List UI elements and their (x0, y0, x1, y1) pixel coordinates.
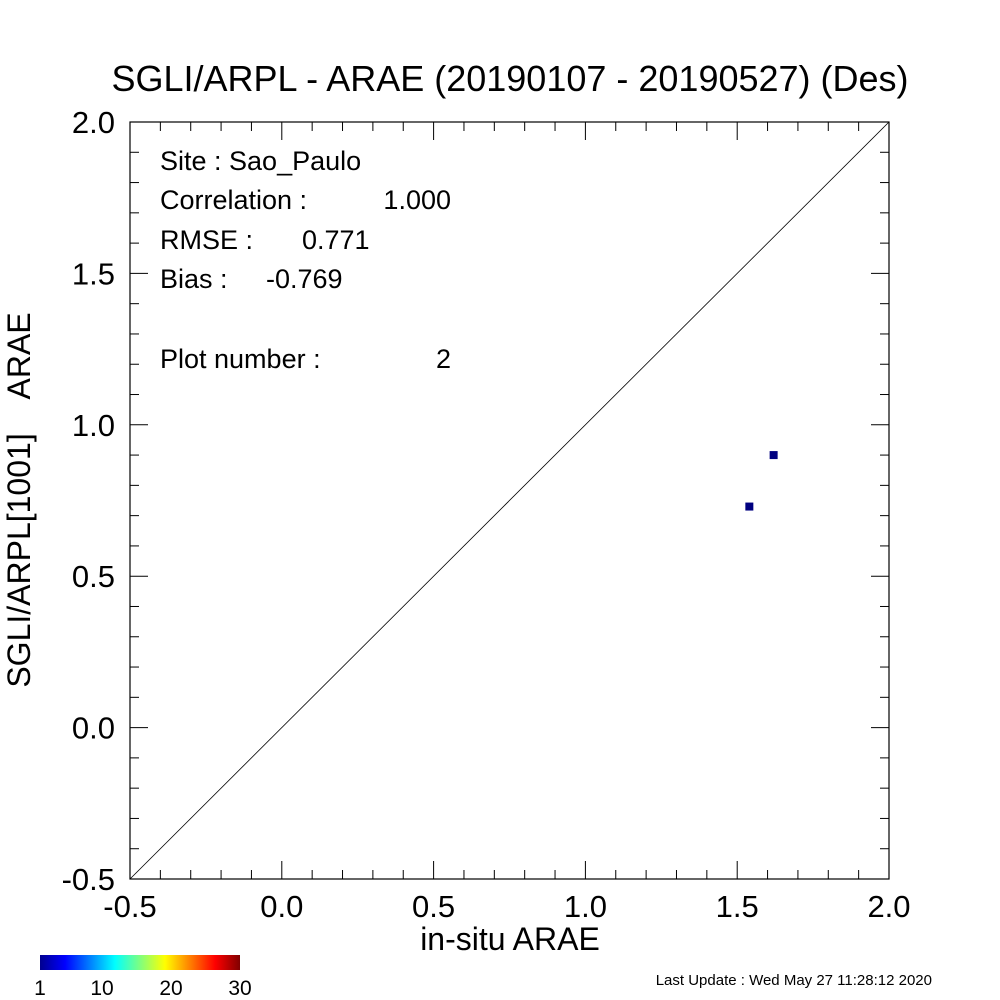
stat-bias-value: -0.769 (266, 264, 343, 294)
chart-title: SGLI/ARPL - ARAE (20190107 - 20190527) (… (111, 58, 908, 99)
x-tick-label: 1.0 (564, 889, 607, 924)
one-to-one-line (129, 121, 890, 880)
plot-area (129, 121, 890, 880)
x-axis-label: in-situ ARAE (420, 921, 600, 957)
y-tick-label: 2.0 (72, 105, 115, 140)
colorbar-tick-label: 30 (228, 977, 251, 1000)
last-update-text: Last Update : Wed May 27 11:28:12 2020 (656, 972, 932, 989)
y-tick-label: 1.0 (72, 408, 115, 443)
stat-rmse-label: RMSE : (160, 225, 253, 255)
y-axis-ticks (130, 121, 889, 880)
x-tick-label: 0.0 (260, 889, 303, 924)
y-tick-label: 0.5 (72, 559, 115, 594)
y-tick-label: 0.0 (72, 711, 115, 746)
stat-correlation-label: Correlation : (160, 185, 307, 215)
colorbar-tick-label: 20 (159, 977, 182, 1000)
stat-correlation-value: 1.000 (383, 185, 451, 215)
stat-plot-number-value: 2 (436, 344, 451, 374)
stats-annotation: Site : Sao_Paulo Correlation : 1.000 RMS… (160, 146, 451, 374)
y-tick-label: 1.5 (72, 256, 115, 291)
y-axis-tick-labels: -0.5 0.0 0.5 1.0 1.5 2.0 (62, 105, 115, 897)
x-axis-ticks (129, 122, 890, 879)
colorbar-gradient (40, 955, 240, 970)
colorbar: 1 10 20 30 (34, 955, 252, 1000)
x-tick-label: 1.5 (716, 889, 759, 924)
data-point (769, 451, 778, 460)
colorbar-tick-label: 10 (90, 977, 113, 1000)
y-axis-label: SGLI/ARPL[1001] ARAE (1, 312, 37, 687)
stat-bias-label: Bias : (160, 264, 228, 294)
data-point (745, 502, 754, 511)
stat-plot-number-label: Plot number : (160, 344, 321, 374)
data-points (745, 451, 778, 511)
stat-rmse-value: 0.771 (302, 225, 370, 255)
x-axis-tick-labels: -0.5 0.0 0.5 1.0 1.5 2.0 (103, 889, 910, 924)
plot-frame (129, 121, 890, 880)
x-tick-label: 2.0 (867, 889, 910, 924)
colorbar-tick-label: 1 (34, 977, 46, 1000)
stat-site-label: Site : Sao_Paulo (160, 146, 361, 176)
x-tick-label: 0.5 (412, 889, 455, 924)
y-tick-label: -0.5 (62, 862, 115, 897)
x-tick-label: -0.5 (103, 889, 156, 924)
